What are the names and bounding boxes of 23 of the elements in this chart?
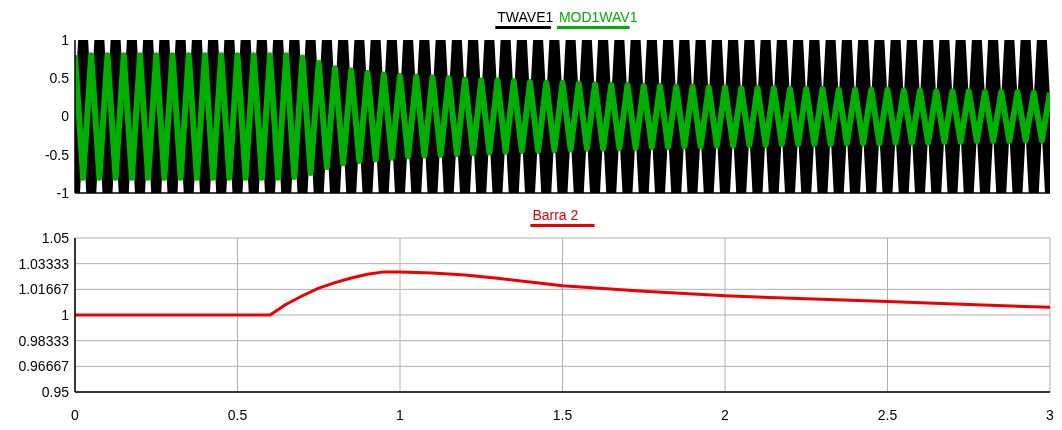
x-tick-label: 2.5 bbox=[877, 407, 898, 423]
y-tick-label: 0.98333 bbox=[18, 332, 70, 349]
y-tick-label: 1.01667 bbox=[18, 281, 70, 298]
x-tick-label: 1 bbox=[396, 407, 405, 423]
y-tick-label: 1.03333 bbox=[18, 255, 70, 272]
series-label: TWAVE1 bbox=[497, 9, 554, 25]
text: MOD1WAV1 bbox=[558, 9, 638, 25]
y-tick-label: -0.5 bbox=[44, 146, 70, 163]
x-tick-label: 3 bbox=[1046, 407, 1055, 423]
y-tick-label: 1.05 bbox=[41, 229, 70, 246]
y-tick-label: 0 bbox=[61, 108, 70, 125]
x-tick-label: 0.5 bbox=[227, 407, 248, 423]
y-tick-label: 0.5 bbox=[49, 70, 70, 87]
y-tick-label: 0.96667 bbox=[18, 358, 70, 375]
line-series bbox=[75, 270, 1050, 317]
x-tick-label: 2 bbox=[721, 407, 730, 423]
x-tick-label: 0 bbox=[71, 407, 80, 423]
y-tick-label: 1 bbox=[61, 31, 70, 48]
text: Barra 2 bbox=[532, 207, 579, 223]
x-tick-label: 1.5 bbox=[552, 407, 573, 423]
y-tick-label: 1 bbox=[61, 306, 70, 323]
y-tick-label: -1 bbox=[56, 184, 70, 201]
y-tick-label: 0.95 bbox=[41, 383, 70, 400]
